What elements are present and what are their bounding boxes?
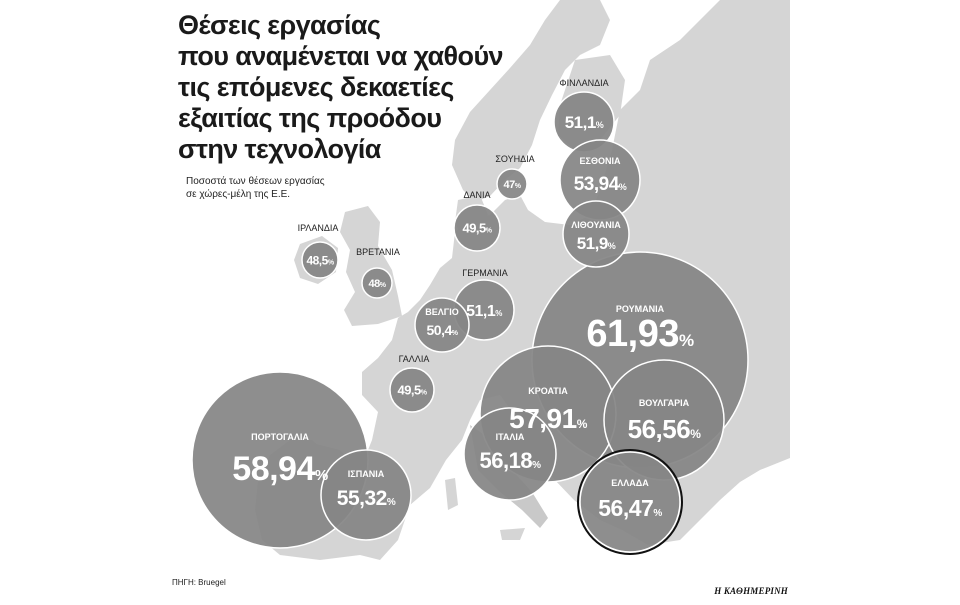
value-label: 56,56%: [628, 414, 702, 444]
country-label: ΚΡΟΑΤΙΑ: [528, 386, 568, 396]
bubble-2: [496, 168, 528, 200]
subtitle-line: Ποσοστά των θέσεων εργασίας: [186, 176, 325, 187]
value-label: 58,94%: [232, 450, 328, 488]
value-number: 61,93: [586, 313, 679, 355]
value-number: 56,56: [628, 414, 691, 444]
country-label: ΒΕΛΓΙΟ: [425, 307, 458, 317]
title-line: Θέσεις εργασίας: [178, 10, 381, 40]
percent-sign: %: [452, 330, 459, 337]
bubble-9: [414, 297, 470, 353]
country-label: ΒΡΕΤΑΝΙΑ: [356, 247, 400, 257]
highlight-ring: [577, 449, 683, 555]
scandinavia: [452, 0, 610, 202]
country-label: ΦΙΝΛΑΝΔΙΑ: [559, 78, 608, 88]
percent-sign: %: [619, 182, 627, 192]
subtitle-line: σε χώρες-μέλη της Ε.Ε.: [186, 189, 291, 200]
percent-sign: %: [515, 183, 522, 190]
bubble-7: [361, 267, 393, 299]
publisher-logo: Η ΚΑΘΗΜΕΡΙΝΗ: [714, 586, 788, 596]
percent-sign: %: [486, 228, 493, 235]
country-label: ΣΟΥΗΔΙΑ: [495, 154, 534, 164]
percent-sign: %: [532, 460, 541, 471]
country-label: ΕΣΘΟΝΙΑ: [580, 156, 621, 166]
percent-sign: %: [608, 241, 616, 251]
labels-layer: ΠΟΡΤΟΓΑΛΙΑ 58,94% ΙΣΠΑΝΙΑ 55,32% ΡΟΥΜΑΝΙΑ61,…: [232, 78, 701, 521]
value-number: 57,91: [509, 403, 577, 434]
percent-sign: %: [596, 120, 604, 130]
percent-sign: %: [577, 417, 588, 431]
bubble-10: [389, 367, 435, 413]
value-number: 49,5: [397, 383, 421, 398]
value-number: 50,4: [427, 322, 453, 338]
bubble-14: [463, 407, 557, 501]
value-number: 48: [369, 278, 381, 290]
value-label: 56,18%: [480, 448, 542, 473]
percent-sign: %: [387, 497, 396, 508]
percent-sign: %: [679, 331, 694, 350]
country-label: ΕΛΛΑΔΑ: [611, 478, 649, 488]
value-number: 56,18: [480, 448, 533, 473]
value-label: 51,9%: [577, 234, 616, 253]
country-label: ΙΡΛΑΝΔΙΑ: [298, 223, 339, 233]
value-label: 49,5%: [462, 221, 492, 236]
value-number: 49,5: [462, 221, 486, 236]
country-label: ΙΤΑΛΙΑ: [496, 432, 525, 442]
percent-sign: %: [380, 282, 387, 289]
percent-sign: %: [328, 259, 335, 266]
value-number: 58,94: [232, 450, 315, 488]
source-note: ΠΗΓΗ: Bruegel: [172, 578, 226, 587]
great-britain: [340, 206, 402, 326]
bubble-17: [579, 451, 681, 553]
value-label: 51,1%: [565, 113, 604, 132]
value-label: 48%: [369, 278, 387, 290]
value-number: 56,47: [598, 495, 653, 521]
value-label: 51,1%: [466, 303, 502, 320]
value-label: 49,5%: [397, 383, 427, 398]
value-label: 53,94%: [574, 174, 627, 195]
percent-sign: %: [653, 508, 662, 519]
value-label: 56,47%: [598, 495, 662, 521]
country-label: ΛΙΘΟΥΑΝΙΑ: [571, 220, 621, 230]
page-title: Θέσεις εργασίας που αναμένεται να χαθούν…: [178, 10, 508, 165]
bubble-4: [453, 204, 501, 252]
bubble-16: [320, 449, 412, 541]
value-label: 61,93%: [586, 313, 694, 355]
bubble-6: [301, 241, 339, 279]
title-line: στην τεχνολογία: [178, 134, 381, 164]
bubble-5: [562, 200, 630, 268]
value-number: 51,1: [565, 113, 596, 132]
value-number: 51,1: [466, 303, 496, 320]
country-label: ΙΣΠΑΝΙΑ: [348, 469, 385, 479]
value-label: 50,4%: [427, 322, 459, 338]
percent-sign: %: [690, 427, 701, 441]
title-line: τις επόμενες δεκαετίες: [178, 72, 454, 102]
subtitle: Ποσοστά των θέσεων εργασίας σε χώρες-μέλ…: [186, 175, 386, 201]
country-label: ΓΑΛΛΙΑ: [399, 354, 430, 364]
country-label: ΓΕΡΜΑΝΙΑ: [462, 268, 507, 278]
value-label: 48,5%: [306, 253, 334, 267]
value-number: 55,32: [337, 487, 387, 510]
sicily: [500, 528, 525, 540]
percent-sign: %: [421, 390, 428, 397]
title-line: που αναμένεται να χαθούν: [178, 41, 504, 71]
value-label: 55,32%: [337, 487, 396, 510]
bubbles-layer: [191, 91, 749, 555]
percent-sign: %: [495, 309, 502, 318]
country-label: ΔΑΝΙΑ: [463, 190, 490, 200]
country-label: ΒΟΥΛΓΑΡΙΑ: [639, 398, 690, 408]
value-number: 51,9: [577, 234, 608, 253]
value-number: 53,94: [574, 174, 620, 195]
value-number: 48,5: [306, 253, 328, 267]
country-label: ΠΟΡΤΟΓΑΛΙΑ: [251, 432, 309, 442]
value-number: 47: [504, 179, 516, 191]
sardinia: [445, 478, 458, 510]
value-label: 47%: [504, 179, 522, 191]
country-label: ΡΟΥΜΑΝΙΑ: [616, 304, 665, 314]
value-label: 57,91%: [509, 403, 588, 434]
percent-sign: %: [315, 467, 328, 484]
title-line: εξαιτίας της προόδου: [178, 103, 442, 133]
